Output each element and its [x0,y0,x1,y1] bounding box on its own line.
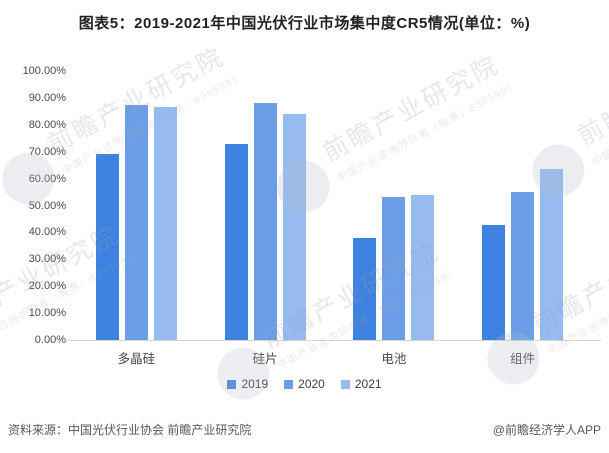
chart-title: 图表5：2019-2021年中国光伏行业市场集中度CR5情况(单位：%) [78,15,531,32]
y-tick-label: 30.00% [28,253,66,266]
y-tick-label: 80.00% [28,118,66,131]
x-axis-label: 电池 [381,352,407,366]
credit-text: @前瞻经济学人APP [492,423,601,437]
footer: 资料来源：中国光伏行业协会 前瞻产业研究院 @前瞻经济学人APP [8,421,601,438]
y-tick-label: 50.00% [28,199,66,212]
legend-label: 2019 [241,377,269,391]
x-axis-line [68,340,601,341]
y-tick-label: 10.00% [28,307,66,320]
y-tick-label: 20.00% [28,280,66,293]
legend-label: 2021 [354,377,382,391]
bar-硅片-2019 [224,144,248,340]
legend-item-2019: 2019 [227,377,268,391]
x-axis-label: 多晶硅 [117,352,156,366]
y-tick-label: 90.00% [28,91,66,104]
bar-组件-2020 [511,191,535,340]
legend-label: 2020 [298,377,325,391]
bar-电池-2021 [411,195,435,340]
legend: 2019 2020 2021 [0,377,609,391]
y-tick-label: 100.00% [22,65,66,77]
legend-swatch [284,379,294,389]
x-axis-label: 硅片 [252,352,278,366]
y-tick-label: 0.00% [34,334,66,346]
legend-swatch [340,379,350,389]
bar-多晶硅-2019 [95,153,119,340]
bar-电池-2020 [382,196,406,340]
y-tick-label: 60.00% [28,172,66,185]
legend-item-2020: 2020 [284,377,325,391]
bar-多晶硅-2021 [153,106,177,340]
y-tick-label: 40.00% [28,226,66,239]
bar-电池-2019 [353,238,377,340]
x-axis-label: 组件 [510,352,536,366]
bar-硅片-2020 [253,103,277,340]
bar-多晶硅-2020 [124,104,148,340]
y-tick-label: 70.00% [28,145,66,158]
legend-swatch [227,379,237,389]
legend-item-2021: 2021 [340,377,382,391]
bar-组件-2019 [482,224,506,340]
bar-组件-2021 [540,169,564,340]
source-text: 资料来源：中国光伏行业协会 前瞻产业研究院 [8,423,252,437]
bar-硅片-2021 [282,114,306,340]
